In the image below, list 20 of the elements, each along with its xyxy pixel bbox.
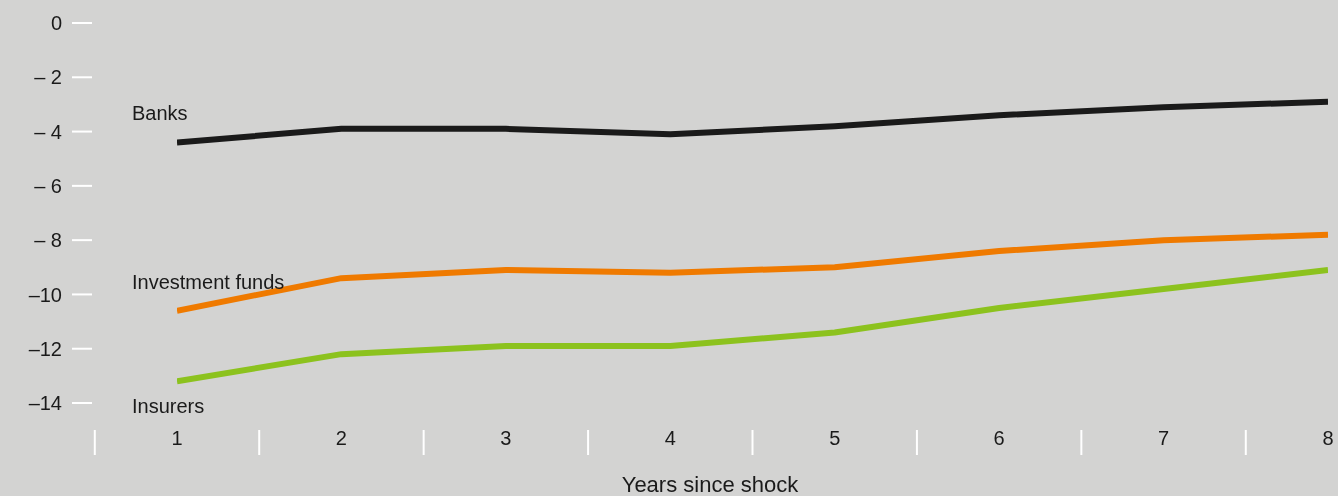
x-tick-label: 2 bbox=[335, 427, 347, 449]
x-tick-label: 1 bbox=[171, 427, 183, 449]
series-label: Investment funds bbox=[132, 270, 285, 293]
series-label: Banks bbox=[132, 102, 188, 125]
series-label: Insurers bbox=[132, 395, 205, 418]
y-tick-label: – 8 bbox=[34, 229, 62, 252]
x-tick-label: 3 bbox=[500, 427, 512, 449]
x-tick-label: 6 bbox=[993, 427, 1005, 449]
y-tick-label: –12 bbox=[28, 337, 62, 360]
y-tick-label: 0 bbox=[50, 12, 62, 35]
y-tick-label: – 2 bbox=[34, 66, 62, 89]
y-tick-label: – 6 bbox=[34, 174, 62, 197]
y-tick-label: – 4 bbox=[34, 120, 62, 143]
x-tick-label: 5 bbox=[829, 427, 841, 449]
y-tick-label: –10 bbox=[28, 283, 62, 306]
y-tick-label: –14 bbox=[28, 392, 62, 415]
x-axis-title: Years since shock bbox=[621, 472, 800, 496]
x-tick-label: 4 bbox=[664, 427, 676, 449]
x-tick-label: 8 bbox=[1322, 427, 1334, 449]
x-tick-label: 7 bbox=[1158, 427, 1170, 449]
